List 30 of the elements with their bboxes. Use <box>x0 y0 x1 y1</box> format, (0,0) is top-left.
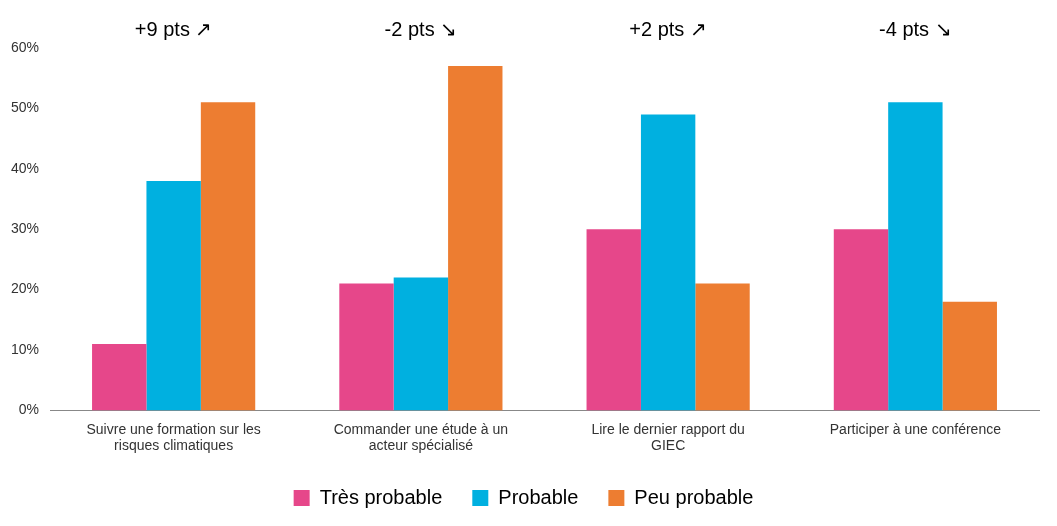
bar <box>92 343 147 411</box>
x-tick-label: Lire le dernier rapport du GIEC <box>591 420 745 454</box>
bar <box>942 301 997 411</box>
legend-label: Très probable <box>319 485 443 508</box>
bar <box>339 283 394 411</box>
y-tick-label: 20% <box>10 280 40 297</box>
bar <box>888 102 943 411</box>
y-tick-label: 60% <box>10 38 40 55</box>
y-tick-label: 10% <box>10 340 40 357</box>
x-tick-label: Commander une étude à un acteur spécialisé <box>333 420 509 454</box>
text: +9 pts ↗ <box>134 17 213 40</box>
y-tick-label: 40% <box>10 159 40 176</box>
bar <box>640 114 696 411</box>
bar <box>833 229 889 411</box>
x-tick-label: Suivre une formation sur les risques climatiques <box>86 420 261 454</box>
legend-label: Probable <box>498 485 579 508</box>
text: -4 pts ↘ <box>879 17 952 40</box>
text: -2 pts ↘ <box>384 17 458 40</box>
y-tick-label: 0% <box>18 401 40 418</box>
bar <box>393 277 449 411</box>
x-tick-label: Participer à une conférence <box>829 420 1002 437</box>
y-tick-label: 50% <box>10 99 40 116</box>
bar <box>448 66 503 411</box>
bar <box>695 283 750 411</box>
bar <box>146 180 201 411</box>
y-tick-label: 30% <box>10 220 40 237</box>
text: +2 pts ↗ <box>629 17 707 40</box>
legend-label: Peu probable <box>634 485 754 508</box>
bar <box>586 229 641 411</box>
bar <box>200 102 256 411</box>
